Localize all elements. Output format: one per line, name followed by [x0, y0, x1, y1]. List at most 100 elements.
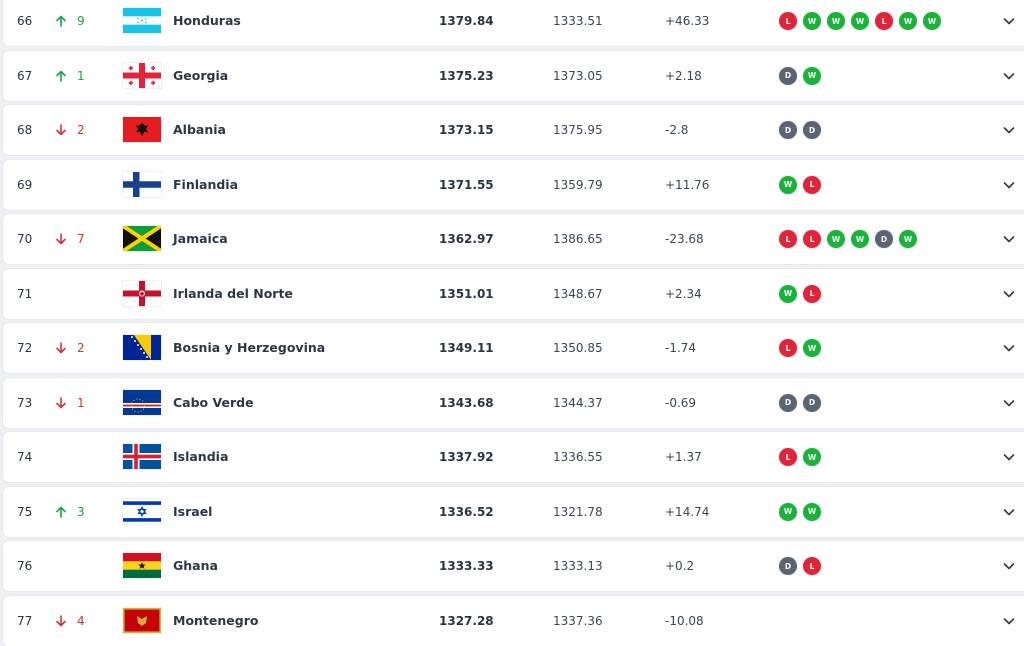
total-points: 1379.84 [439, 14, 494, 28]
country-name[interactable]: Irlanda del Norte [173, 285, 293, 301]
form-badge-w: W [827, 230, 845, 248]
rank-number: 74 [17, 450, 33, 464]
points-difference: -1.74 [665, 341, 697, 355]
rank-number: 76 [17, 559, 33, 573]
rank-movement: 1 [55, 51, 85, 101]
flag-il-icon [123, 498, 161, 524]
form-badge-l: L [803, 284, 821, 303]
rank-movement: 9 [55, 0, 85, 46]
total-points: 1333.33 [439, 559, 494, 573]
chevron-down-icon[interactable] [1001, 613, 1017, 629]
country-name[interactable]: Cabo Verde [173, 394, 254, 410]
chevron-down-icon[interactable] [1001, 231, 1017, 247]
country-name[interactable]: Montenegro [173, 612, 259, 628]
rank-movement [55, 160, 68, 210]
chevron-down-icon[interactable] [1001, 449, 1017, 465]
form-badge-l: L [779, 12, 797, 30]
country-name[interactable]: Albania [173, 122, 226, 137]
points-difference: +0.2 [665, 559, 695, 573]
chevron-down-icon[interactable] [1001, 340, 1017, 356]
country-name[interactable]: Jamaica [173, 231, 228, 246]
flag-gh-icon [123, 553, 161, 578]
country-name[interactable]: Bosnia y Herzegovina [173, 340, 326, 355]
country-name[interactable]: Islandia [173, 449, 229, 464]
arrow-up-icon [55, 506, 67, 518]
total-points: 1371.55 [439, 177, 494, 192]
country-name[interactable]: Georgia [173, 67, 229, 83]
ranking-row-72[interactable]: 72 2 Bosnia y Herzegovina 1349.11 1350.8… [3, 323, 1024, 373]
flag-cv-icon [123, 389, 161, 415]
country-name[interactable]: Finlandia [173, 176, 239, 192]
form-badge-w: W [803, 448, 821, 466]
previous-points: 1333.51 [553, 14, 603, 28]
form-badge-w: W [899, 12, 917, 30]
rank-number: 66 [17, 14, 33, 28]
form-badge-w: W [899, 230, 917, 248]
rank-movement: 3 [55, 487, 85, 537]
total-points: 1336.52 [439, 504, 494, 519]
form-badge-d: D [779, 557, 797, 575]
form-badge-w: W [851, 230, 869, 248]
rank-number: 71 [17, 286, 33, 301]
country-name[interactable]: Honduras [173, 13, 241, 28]
total-points: 1351.01 [439, 286, 494, 301]
previous-points: 1359.79 [553, 177, 603, 192]
chevron-down-icon[interactable] [1001, 286, 1017, 302]
dot-icon [55, 178, 58, 192]
country-name[interactable]: Ghana [173, 558, 218, 573]
total-points: 1349.11 [439, 341, 494, 355]
form-badge-w: W [827, 12, 845, 30]
form-badge-w: W [803, 12, 821, 30]
rank-movement: 7 [55, 214, 85, 264]
flag-nir-icon [123, 280, 161, 306]
form-badge-w: W [923, 12, 941, 30]
rank-number: 67 [17, 68, 33, 83]
country-name[interactable]: Israel [173, 503, 213, 519]
points-difference: +2.18 [665, 68, 702, 83]
form-badge-l: L [803, 230, 821, 248]
chevron-down-icon[interactable] [1001, 68, 1017, 84]
points-difference: -10.08 [665, 613, 704, 628]
chevron-down-icon[interactable] [1001, 122, 1017, 138]
ranking-row-77[interactable]: 77 4 Montenegro 1327.28 1337.36 -10.08 [3, 595, 1024, 646]
rank-number: 72 [17, 341, 33, 355]
form-badge-w: W [779, 175, 797, 194]
arrow-down-icon [55, 342, 67, 354]
rank-change-value: 1 [77, 68, 85, 83]
chevron-down-icon[interactable] [1001, 395, 1017, 411]
rank-change-value: 2 [77, 123, 85, 137]
flag-ba-icon [123, 335, 161, 360]
flag-ge-icon [123, 62, 161, 88]
form-badge-d: D [779, 66, 797, 85]
chevron-down-icon[interactable] [1001, 13, 1017, 29]
total-points: 1375.23 [439, 68, 494, 83]
chevron-down-icon[interactable] [1001, 177, 1017, 193]
ranking-row-71[interactable]: 71 Irlanda del Norte 1351.01 1348.67 +2.… [3, 268, 1024, 319]
dot-icon [55, 287, 58, 301]
total-points: 1373.15 [439, 123, 494, 137]
form-badge-l: L [875, 12, 893, 30]
chevron-down-icon[interactable] [1001, 504, 1017, 520]
chevron-down-icon[interactable] [1001, 558, 1017, 574]
flag-jm-icon [123, 226, 161, 251]
form-badge-w: W [803, 502, 821, 521]
points-difference: +1.37 [665, 450, 702, 464]
dot-icon [55, 559, 58, 573]
rank-change-value: 9 [77, 14, 85, 28]
flag-hn-icon [123, 8, 161, 33]
